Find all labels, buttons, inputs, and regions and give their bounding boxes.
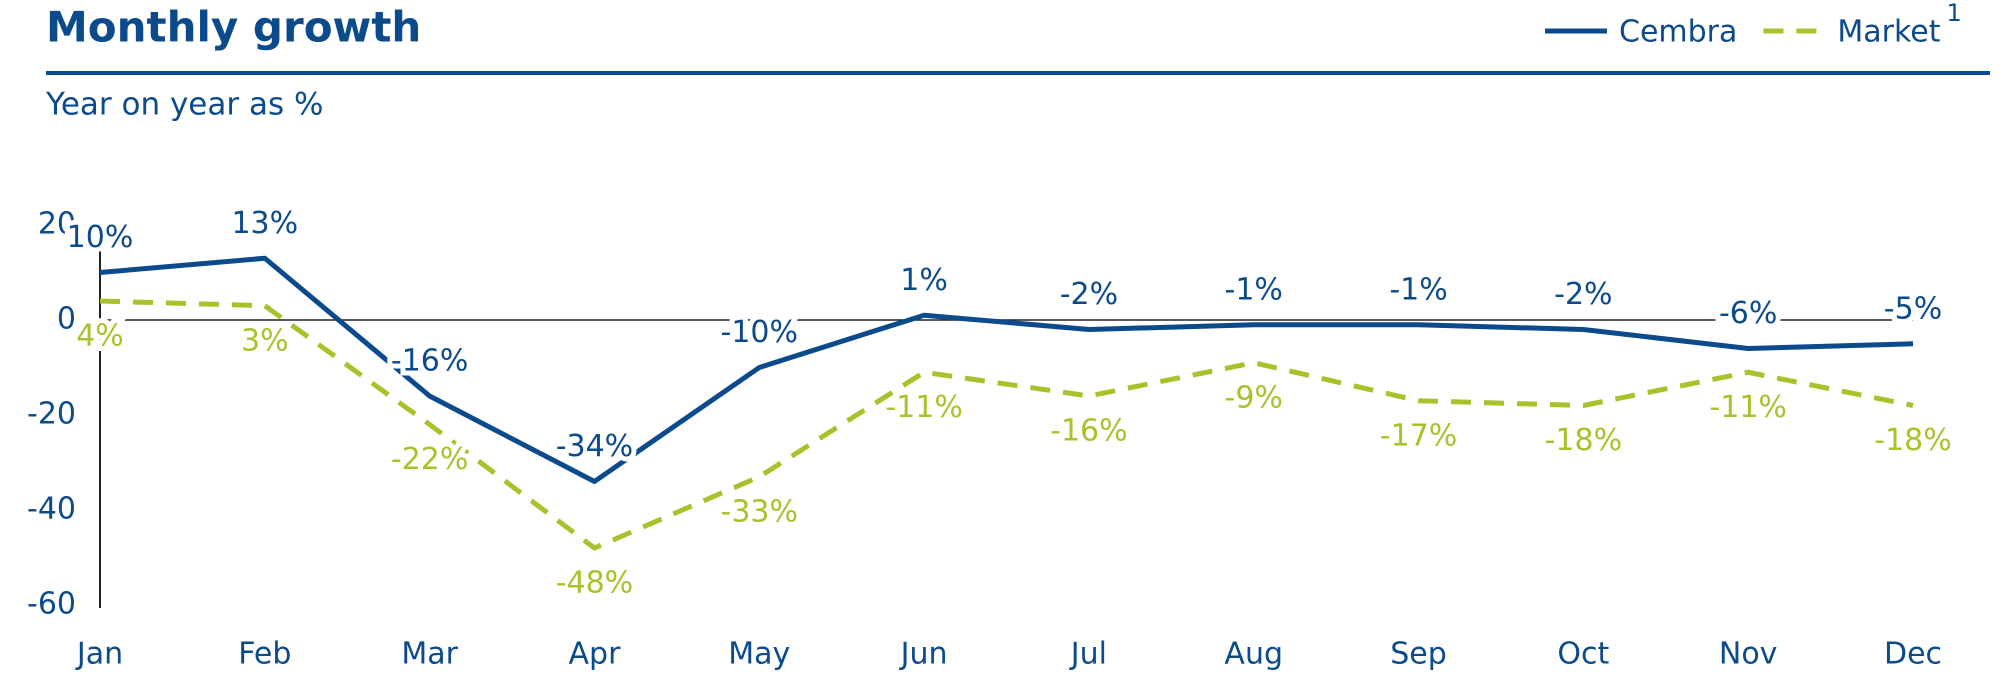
legend-label: Cembra <box>1619 15 1737 50</box>
x-tick-label: Oct <box>1557 637 1609 672</box>
y-tick-label: -20 <box>27 397 76 432</box>
data-label: 3% <box>241 323 289 358</box>
data-label: -2% <box>1554 277 1612 312</box>
y-tick-label: 0 <box>57 302 76 337</box>
data-label: -11% <box>885 390 963 425</box>
series-line <box>99 255 1914 484</box>
x-tick-label: Nov <box>1719 637 1778 672</box>
x-tick-label: Dec <box>1884 637 1942 672</box>
data-label: -6% <box>1719 296 1777 331</box>
data-label: -34% <box>556 429 634 464</box>
data-label: -2% <box>1060 277 1118 312</box>
data-label: 4% <box>76 319 124 354</box>
data-label: -18% <box>1874 423 1952 458</box>
x-tick-label: Jan <box>75 637 123 672</box>
data-label: -33% <box>721 494 799 529</box>
legend-footnote: 1 <box>1947 0 1962 27</box>
data-label: -16% <box>391 344 469 379</box>
chart-subtitle: Year on year as % <box>45 87 323 123</box>
x-tick-label: May <box>728 637 790 672</box>
legend-label: Market <box>1837 15 1940 50</box>
data-label: -9% <box>1225 380 1283 415</box>
data-label: -17% <box>1380 418 1458 453</box>
chart-title: Monthly growth <box>46 3 421 52</box>
data-label: -48% <box>556 566 634 601</box>
x-tick-label: Jun <box>899 637 948 672</box>
data-label: 13% <box>231 206 298 241</box>
data-label: -18% <box>1545 423 1623 458</box>
data-label: -11% <box>1709 390 1787 425</box>
y-tick-label: 20 <box>38 207 76 242</box>
y-tick-label: -40 <box>27 492 76 527</box>
x-tick-label: Aug <box>1224 637 1283 672</box>
data-label: 1% <box>900 263 948 298</box>
data-label: -22% <box>391 442 469 477</box>
data-label: -1% <box>1225 272 1283 307</box>
x-tick-label: Feb <box>238 637 291 672</box>
series-line <box>99 298 1914 551</box>
x-tick-label: Jul <box>1069 637 1107 672</box>
data-label: -1% <box>1389 272 1447 307</box>
x-tick-label: Apr <box>569 637 622 672</box>
data-label: 10% <box>67 220 134 255</box>
data-label: -5% <box>1884 291 1942 326</box>
x-tick-label: Mar <box>401 637 458 672</box>
data-label: -16% <box>1050 414 1128 449</box>
data-label: -10% <box>721 315 799 350</box>
y-tick-label: -60 <box>27 587 76 622</box>
x-tick-label: Sep <box>1390 637 1447 672</box>
